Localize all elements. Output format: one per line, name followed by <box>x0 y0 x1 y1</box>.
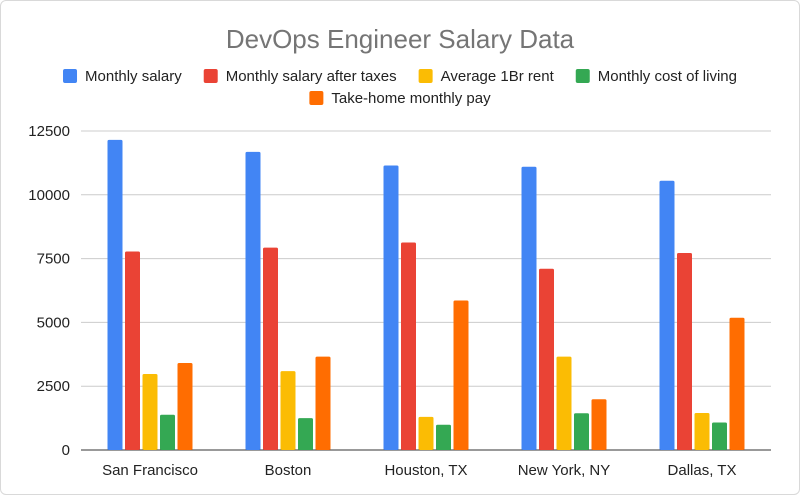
bar <box>729 317 745 450</box>
bar <box>677 252 692 450</box>
legend-item: Monthly cost of living <box>575 68 737 85</box>
bars <box>107 139 745 451</box>
x-category-label: New York, NY <box>518 462 611 479</box>
bar <box>712 422 727 450</box>
bar <box>298 418 313 450</box>
legend-label: Monthly salary <box>85 68 182 85</box>
bar <box>245 151 261 451</box>
y-tick-label: 0 <box>62 442 70 459</box>
bar <box>659 180 675 450</box>
bar <box>453 300 469 450</box>
x-category-label: San Francisco <box>102 462 198 479</box>
legend-label: Take-home monthly pay <box>331 90 491 107</box>
bar <box>142 373 158 450</box>
bar <box>160 414 175 450</box>
legend-item: Monthly salary after taxes <box>203 68 397 85</box>
bar <box>436 424 451 450</box>
bar <box>383 165 399 450</box>
chart-title: DevOps Engineer Salary Data <box>226 24 575 54</box>
legend: Monthly salary Monthly salary after taxes… <box>63 68 737 107</box>
gridlines <box>81 130 771 451</box>
legend-swatch <box>418 69 433 83</box>
x-category-label: Houston, TX <box>384 462 467 479</box>
y-tick-label: 7500 <box>37 251 70 268</box>
bar <box>177 362 193 450</box>
legend-item: Average 1Br rent <box>418 68 555 85</box>
legend-label: Monthly cost of living <box>598 68 737 85</box>
bar <box>694 412 710 450</box>
y-tick-label: 10000 <box>28 187 70 204</box>
bar <box>107 139 123 450</box>
bar <box>418 416 434 450</box>
bar <box>574 413 589 450</box>
bar <box>401 242 416 450</box>
bar <box>556 356 572 450</box>
legend-label: Monthly salary after taxes <box>226 68 397 85</box>
x-category-label: Boston <box>265 462 312 479</box>
bar <box>125 251 140 450</box>
x-category-label: Dallas, TX <box>668 462 737 479</box>
bar <box>521 166 537 450</box>
bar <box>539 268 554 450</box>
bar <box>280 371 296 450</box>
bar <box>263 247 278 450</box>
legend-swatch <box>309 91 324 105</box>
legend-swatch <box>63 69 78 83</box>
legend-label: Average 1Br rent <box>441 68 555 85</box>
y-tick-label: 2500 <box>37 378 70 395</box>
legend-item: Take-home monthly pay <box>309 90 491 107</box>
y-tick-label: 5000 <box>37 314 70 331</box>
bar <box>315 356 331 450</box>
legend-swatch <box>203 69 218 83</box>
y-tick-label: 12500 <box>28 123 70 140</box>
legend-swatch <box>575 69 590 83</box>
x-axis: San Francisco Boston Houston, TX New York, … <box>102 462 736 479</box>
bar <box>591 399 607 450</box>
y-axis: 0 2500 5000 7500 10000 12500 <box>28 123 70 459</box>
legend-item: Monthly salary <box>63 68 182 85</box>
